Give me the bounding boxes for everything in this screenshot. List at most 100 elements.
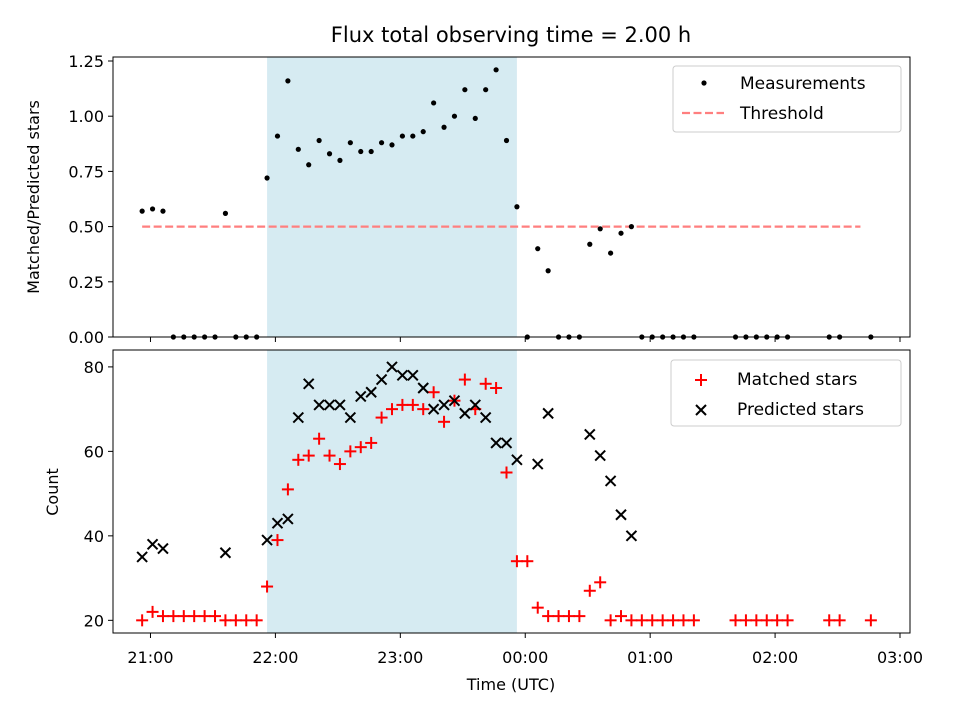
measurement-point	[410, 133, 416, 139]
predicted-star-point	[625, 530, 638, 542]
measurement-point	[399, 133, 406, 139]
matched-star-point	[292, 453, 305, 466]
measurement-point	[347, 140, 353, 146]
matched-star-point	[760, 614, 773, 627]
predicted-star-point	[604, 475, 617, 487]
bottom-y-tick-label: 20	[84, 611, 104, 630]
measurement-point	[326, 151, 333, 157]
predicted-star-point	[355, 390, 367, 403]
predicted-star-point	[375, 373, 388, 386]
measurement-point	[222, 210, 229, 216]
predicted-star-point	[469, 399, 481, 411]
measurement-point	[535, 246, 541, 252]
top-y-tick-label: 1.25	[68, 52, 104, 71]
matched-star-point	[427, 386, 440, 399]
x-tick-label: 01:00	[627, 648, 673, 667]
top-shaded-region	[267, 57, 517, 337]
matched-star-point	[656, 614, 669, 627]
matched-star-point	[500, 466, 513, 479]
matched-star-point	[625, 614, 638, 627]
chart-title: Flux total observing time = 2.00 h	[331, 23, 691, 47]
matched-star-point	[396, 398, 409, 411]
x-tick-label: 02:00	[752, 648, 798, 667]
matched-star-point	[281, 483, 294, 496]
measurement-point	[451, 113, 458, 119]
matched-star-point	[344, 445, 357, 458]
x-tick-label: 03:00	[877, 648, 923, 667]
matched-star-point	[833, 614, 846, 627]
matched-star-point	[375, 411, 388, 424]
matched-star-point	[739, 614, 752, 627]
matched-star-point	[864, 614, 877, 627]
matched-star-point	[458, 373, 471, 386]
predicted-star-point	[417, 382, 429, 394]
matched-star-point	[323, 449, 336, 462]
predicted-star-point	[219, 547, 232, 559]
matched-star-point	[604, 614, 617, 627]
matched-star-point	[229, 614, 242, 627]
matched-star-point	[146, 605, 159, 618]
matched-star-point	[156, 610, 169, 623]
predicted-star-point	[303, 378, 315, 390]
matched-star-point	[677, 614, 690, 627]
bottom-y-tick-label: 40	[84, 527, 104, 546]
measurement-point	[316, 137, 322, 144]
measurement-point	[597, 226, 603, 232]
measurement-point	[514, 204, 520, 210]
matched-star-point	[365, 436, 378, 449]
matched-star-point	[177, 610, 190, 623]
legend-matched-marker	[695, 374, 707, 386]
predicted-star-point	[407, 369, 419, 382]
matched-star-point	[302, 449, 315, 462]
predicted-star-point	[532, 458, 544, 470]
measurement-point	[139, 208, 145, 214]
top-y-tick-label: 0.75	[68, 162, 104, 181]
measurement-point	[368, 148, 374, 155]
measurement-point	[493, 67, 499, 73]
matched-star-point	[615, 610, 628, 623]
bottom-shaded-region	[267, 350, 517, 633]
measurement-point	[264, 175, 270, 181]
predicted-star-point	[146, 538, 159, 551]
measurement-point	[441, 124, 447, 130]
predicted-star-point	[313, 399, 325, 411]
bottom-legend-box	[670, 359, 902, 427]
predicted-star-point	[542, 407, 554, 420]
bottom-y-tick-label: 80	[84, 358, 104, 377]
predicted-star-point	[448, 394, 461, 407]
matched-star-point	[687, 614, 700, 627]
legend-measurements-label: Measurements	[740, 74, 866, 94]
top-x-ticks	[149, 337, 901, 342]
matched-star-point	[573, 610, 586, 623]
legend-measurements-marker	[701, 80, 707, 86]
matched-star-point	[219, 614, 232, 627]
bottom-x-ticks: 21:00 22:00 23:00 00:00 01:00 02:00 03:00	[127, 633, 923, 667]
matched-star-point	[667, 614, 680, 627]
predicted-star-point	[438, 399, 450, 411]
matched-star-point	[531, 601, 544, 614]
measurement-point	[274, 133, 281, 139]
top-legend-box	[672, 65, 902, 133]
top-axes-frame	[112, 56, 911, 338]
matched-star-point	[646, 614, 659, 627]
matched-star-point	[167, 610, 180, 623]
predicted-star-point	[615, 509, 627, 521]
predicted-star-point	[334, 399, 346, 411]
x-axis-label: Time (UTC)	[466, 675, 555, 694]
top-y-tick-label: 0.50	[68, 218, 104, 237]
x-tick-label: 00:00	[502, 648, 548, 667]
top-y-axis-label: Matched/Predicted stars	[24, 100, 43, 294]
matched-star-point	[510, 555, 523, 568]
matched-star-point	[209, 610, 222, 623]
measurement-point	[420, 129, 426, 135]
matched-star-point	[781, 614, 794, 627]
matched-star-point	[750, 614, 763, 627]
measurement-point	[149, 206, 156, 212]
predicted-star-point	[511, 454, 523, 466]
predicted-star-point	[396, 369, 409, 382]
measurement-point	[160, 208, 166, 214]
bottom-axes-frame	[112, 349, 911, 634]
matched-star-point	[354, 441, 367, 454]
matched-star-point	[583, 584, 596, 597]
